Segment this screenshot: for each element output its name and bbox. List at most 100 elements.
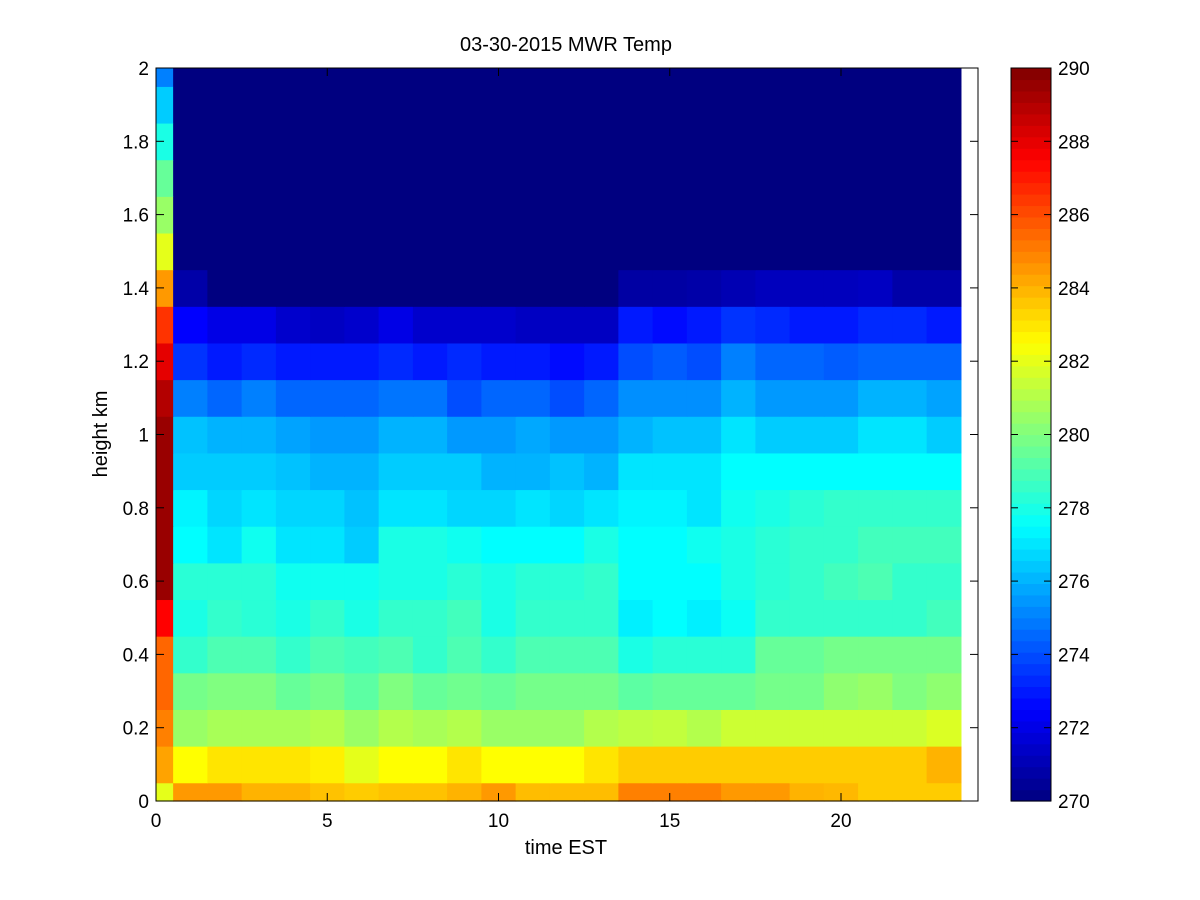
- heatmap-cell: [241, 746, 277, 784]
- heatmap-cell: [652, 232, 688, 271]
- heatmap-cell: [310, 306, 345, 344]
- heatmap-cell: [344, 562, 380, 601]
- colorbar-segment: [1011, 148, 1051, 161]
- heatmap-cell: [481, 68, 517, 87]
- heatmap-cell: [241, 68, 277, 87]
- heatmap-cell: [412, 599, 448, 637]
- heatmap-cell: [378, 232, 414, 271]
- heatmap-cell: [584, 232, 619, 271]
- heatmap-cell: [412, 159, 448, 197]
- colorbar-segment: [1011, 675, 1051, 688]
- heatmap-cell: [378, 452, 414, 491]
- heatmap-cell: [310, 526, 345, 564]
- heatmap-cell: [241, 452, 277, 491]
- heatmap-cell: [481, 636, 517, 674]
- colorbar-segment: [1011, 388, 1051, 401]
- colorbar-segment: [1011, 411, 1051, 424]
- heatmap-cell: [584, 452, 619, 491]
- heatmap-cell: [721, 86, 756, 124]
- heatmap-cell: [241, 232, 277, 271]
- heatmap-cell: [584, 599, 619, 637]
- heatmap-cell: [173, 68, 208, 87]
- heatmap-cell: [412, 342, 448, 381]
- heatmap-cell: [275, 342, 311, 381]
- heatmap-cell: [926, 68, 962, 87]
- heatmap-cell: [310, 122, 345, 161]
- heatmap-cell: [447, 746, 482, 784]
- colorbar-segment: [1011, 434, 1051, 447]
- heatmap-cell: [173, 269, 208, 307]
- heatmap-cell: [858, 159, 893, 197]
- heatmap-cell: [686, 269, 722, 307]
- heatmap-cell: [412, 452, 448, 491]
- heatmap-cell: [447, 306, 482, 344]
- heatmap-cell: [686, 452, 722, 491]
- heatmap-cell: [241, 636, 277, 674]
- heatmap-cell: [926, 709, 962, 747]
- colorbar-segment: [1011, 136, 1051, 149]
- heatmap-cell: [721, 452, 756, 491]
- heatmap-cell: [823, 379, 859, 417]
- heatmap-cell: [344, 306, 380, 344]
- colorbar-segment: [1011, 377, 1051, 390]
- heatmap-cell: [275, 196, 311, 234]
- colorbar-segment: [1011, 445, 1051, 458]
- heatmap-cell: [686, 526, 722, 564]
- heatmap-cell: [344, 672, 380, 710]
- heatmap-cell: [858, 709, 893, 747]
- heatmap-cell: [926, 599, 962, 637]
- heatmap-cell: [447, 342, 482, 381]
- heatmap-cell: [823, 672, 859, 710]
- heatmap-cell: [241, 489, 277, 527]
- heatmap-cell: [721, 379, 756, 417]
- colorbar-tick-label: 272: [1058, 719, 1090, 740]
- colorbar-segment: [1011, 629, 1051, 642]
- x-tick-label: 10: [488, 811, 509, 832]
- heatmap-cell: [686, 599, 722, 637]
- heatmap-cell: [515, 159, 551, 197]
- heatmap-cell: [584, 489, 619, 527]
- heatmap-cell: [652, 416, 688, 454]
- heatmap-cell: [378, 526, 414, 564]
- heatmap-cell: [344, 746, 380, 784]
- heatmap-cell: [892, 782, 928, 802]
- heatmap-cell: [275, 489, 311, 527]
- heatmap-cell: [515, 86, 551, 124]
- heatmap-cell: [892, 636, 928, 674]
- heatmap-cell: [549, 599, 585, 637]
- heatmap-cell: [789, 342, 825, 381]
- colorbar-segment: [1011, 583, 1051, 596]
- heatmap-cell: [858, 782, 893, 802]
- heatmap-cell: [378, 159, 414, 197]
- colorbar-segment: [1011, 606, 1051, 619]
- colorbar-tick-label: 270: [1058, 792, 1090, 813]
- heatmap-cell: [584, 159, 619, 197]
- heatmap-cell: [789, 122, 825, 161]
- colorbar-segment: [1011, 503, 1051, 516]
- heatmap-cell: [926, 489, 962, 527]
- heatmap-cell: [755, 562, 791, 601]
- heatmap-cell: [652, 489, 688, 527]
- heatmap-cell: [275, 709, 311, 747]
- heatmap-cell: [686, 672, 722, 710]
- colorbar-segment: [1011, 342, 1051, 355]
- heatmap-cell: [549, 122, 585, 161]
- heatmap-cell: [515, 342, 551, 381]
- heatmap-cell: [241, 782, 277, 802]
- heatmap-cell: [515, 526, 551, 564]
- heatmap-cell: [618, 159, 654, 197]
- heatmap-cell: [207, 489, 243, 527]
- heatmap-cell: [926, 196, 962, 234]
- heatmap-cell: [823, 746, 859, 784]
- colorbar-segment: [1011, 285, 1051, 298]
- heatmap-cell: [275, 562, 311, 601]
- heatmap-cell: [789, 599, 825, 637]
- heatmap-cell: [481, 599, 517, 637]
- heatmap-cell: [584, 196, 619, 234]
- colorbar-segment: [1011, 125, 1051, 138]
- heatmap-cell: [173, 452, 208, 491]
- heatmap-cell: [721, 746, 756, 784]
- heatmap-cell: [652, 122, 688, 161]
- heatmap-cell: [481, 306, 517, 344]
